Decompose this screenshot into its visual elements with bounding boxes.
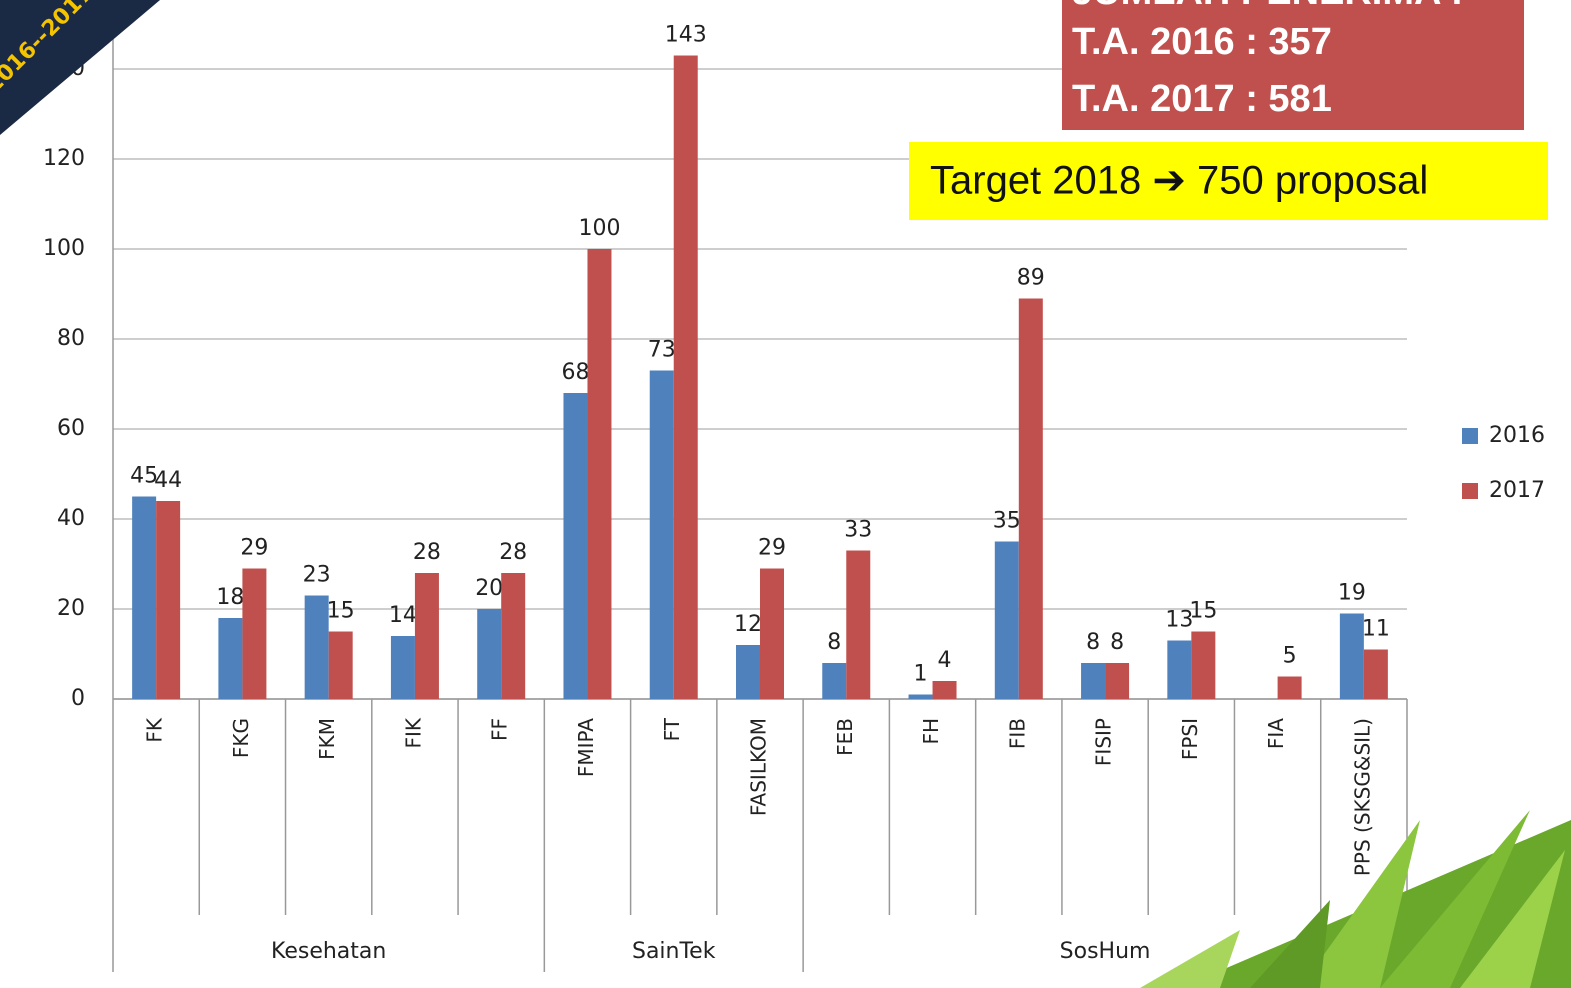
x-tick-label: FT (660, 717, 684, 741)
x-tick-label: FH (919, 718, 943, 745)
value-label: 28 (499, 540, 527, 565)
value-label: 100 (578, 216, 620, 241)
bar (477, 609, 501, 699)
legend-swatch (1462, 428, 1478, 444)
value-label: 5 (1283, 644, 1297, 669)
value-label: 28 (413, 540, 441, 565)
bar (305, 596, 329, 700)
x-tick-label: FIA (1264, 718, 1288, 749)
bar (587, 249, 611, 699)
summary-line: T.A. 2016 : 357 (1072, 21, 1332, 63)
y-tick-label: 0 (71, 686, 85, 711)
bar (674, 56, 698, 700)
x-tick-label: FF (488, 718, 512, 741)
bar (1191, 632, 1215, 700)
x-tick-label: FK (143, 717, 167, 743)
bar (995, 542, 1019, 700)
legend-label: 2017 (1489, 478, 1545, 503)
y-tick-label: 40 (57, 506, 85, 531)
bar (1019, 299, 1043, 700)
value-label: 18 (216, 585, 244, 610)
x-tick-label: FIB (1005, 718, 1029, 749)
x-tick-label: FMIPA (574, 718, 598, 777)
bar (501, 573, 525, 699)
target-text: Target 2018 ➔ 750 proposal (930, 159, 1428, 203)
bar (132, 497, 156, 700)
summary-line: T.A. 2017 : 581 (1072, 78, 1332, 120)
value-label: 29 (240, 536, 268, 561)
y-tick-label: 60 (57, 416, 85, 441)
value-label: 15 (327, 599, 355, 624)
bar (563, 393, 587, 699)
bar (933, 681, 957, 699)
bar (1081, 663, 1105, 699)
chart: 020406080100120140FKFKGFKMFIKFFFMIPAFTFA… (0, 0, 1571, 988)
y-tick-label: 120 (43, 146, 85, 171)
bar (1340, 614, 1364, 700)
x-tick-label: FKG (229, 718, 253, 758)
value-label: 44 (154, 468, 182, 493)
group-label: SosHum (1060, 939, 1151, 964)
summary-title: JUMLAH PENERIMA : (1072, 0, 1463, 13)
value-label: 11 (1362, 617, 1390, 642)
x-tick-label: FASILKOM (747, 718, 771, 816)
x-tick-label: PPS (SKSG&SIL) (1350, 718, 1374, 876)
x-tick-label: FKM (315, 718, 339, 760)
value-label: 33 (844, 518, 872, 543)
value-label: 35 (993, 509, 1021, 534)
x-tick-label: FISIP (1092, 718, 1116, 766)
bar (650, 371, 674, 700)
bar (909, 695, 933, 700)
value-label: 29 (758, 536, 786, 561)
value-label: 12 (734, 612, 762, 637)
value-label: 1 (914, 662, 928, 687)
group-label: SainTek (632, 939, 716, 964)
value-label: 20 (475, 576, 503, 601)
value-label: 19 (1338, 581, 1366, 606)
value-label: 14 (389, 603, 417, 628)
group-label: Kesehatan (271, 939, 386, 964)
value-label: 73 (648, 338, 676, 363)
x-tick-label: FEB (833, 718, 857, 756)
y-tick-label: 80 (57, 326, 85, 351)
bar (1278, 677, 1302, 700)
value-label: 8 (1086, 630, 1100, 655)
bar (736, 645, 760, 699)
bar (218, 618, 242, 699)
value-label: 8 (1110, 630, 1124, 655)
bar (415, 573, 439, 699)
value-label: 68 (561, 360, 589, 385)
legend-swatch (1462, 483, 1478, 499)
value-label: 15 (1189, 599, 1217, 624)
bar (156, 501, 180, 699)
bar (822, 663, 846, 699)
bar (1105, 663, 1129, 699)
bar (846, 551, 870, 700)
value-label: 8 (827, 630, 841, 655)
y-tick-label: 20 (57, 596, 85, 621)
bar (391, 636, 415, 699)
bar (242, 569, 266, 700)
value-label: 89 (1017, 266, 1045, 291)
x-tick-label: FIK (401, 717, 425, 748)
bar (329, 632, 353, 700)
legend-label: 2016 (1489, 423, 1545, 448)
bar (760, 569, 784, 700)
bar (1167, 641, 1191, 700)
bar (1364, 650, 1388, 700)
value-label: 143 (665, 23, 707, 48)
x-tick-label: FPSI (1178, 718, 1202, 760)
y-tick-label: 100 (43, 236, 85, 261)
value-label: 4 (938, 648, 952, 673)
value-label: 23 (303, 563, 331, 588)
